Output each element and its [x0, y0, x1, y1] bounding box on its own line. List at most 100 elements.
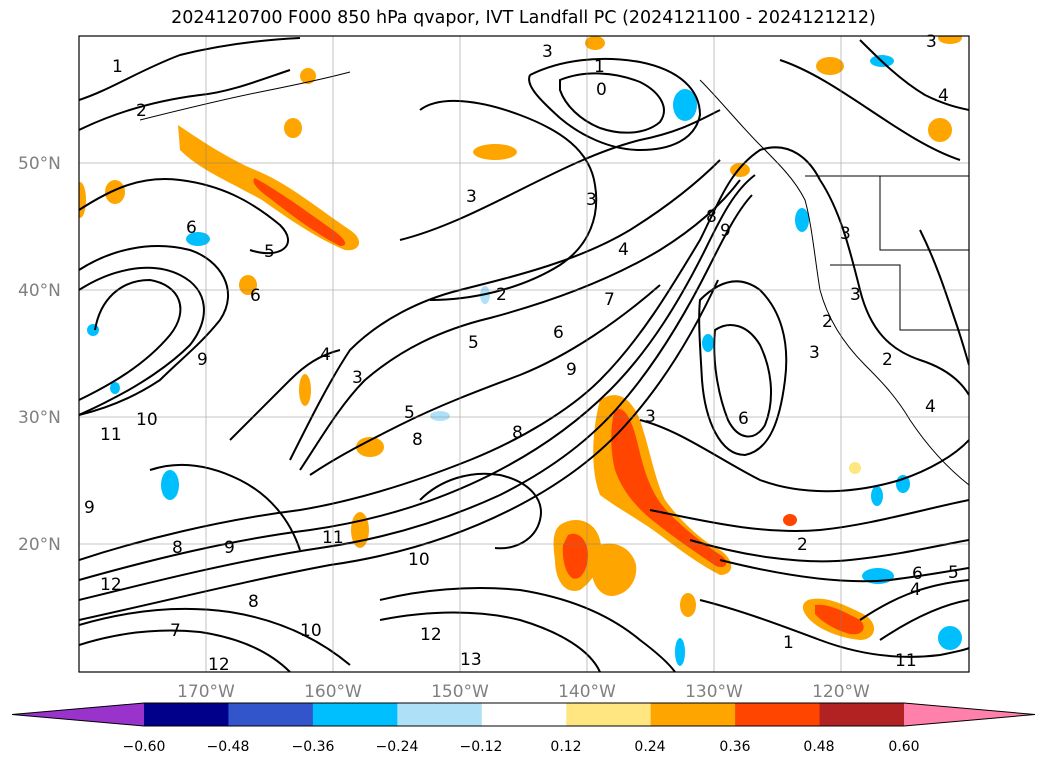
- contour-line: [859, 579, 969, 621]
- contour-label: 3: [542, 42, 553, 62]
- colorbar-tick-label: 0.24: [634, 739, 665, 755]
- contour-label: 8: [248, 592, 259, 612]
- lat-label: 30°N: [18, 408, 61, 428]
- colorbar-segment: [650, 703, 736, 726]
- colorbar-tick-label: −0.36: [292, 739, 335, 755]
- contour-line: [79, 245, 230, 416]
- colorbar-segment: [397, 703, 483, 726]
- shade-small-12: [300, 68, 316, 84]
- contour-label: 3: [926, 32, 937, 52]
- shade-small-10: [79, 182, 86, 218]
- contour-line: [879, 599, 969, 641]
- contour-line: [79, 178, 290, 255]
- contour-line: [528, 57, 702, 152]
- contour-label: 4: [618, 240, 629, 260]
- contour-line: [689, 539, 969, 563]
- contour-label: 3: [850, 285, 861, 305]
- contour-label: 5: [404, 403, 415, 423]
- lon-label: 170°W: [177, 682, 235, 702]
- colorbar-segment: [735, 703, 821, 726]
- contour-label: 0: [596, 80, 607, 100]
- contour-label: 4: [320, 345, 331, 365]
- shade-small-3: [928, 118, 952, 142]
- contour-label: 7: [604, 290, 615, 310]
- contour-label: 4: [938, 86, 949, 106]
- colorbar: [11, 702, 1036, 727]
- shade-small-9: [680, 593, 696, 617]
- shade-blue-14: [110, 382, 120, 394]
- gridlines: [79, 36, 969, 672]
- colorbar-tick-label: −0.12: [460, 739, 503, 755]
- colorbar-extend-min: [12, 703, 144, 726]
- shade-red-blob-se: [815, 604, 864, 635]
- contour-label: 10: [300, 621, 322, 641]
- contour-label: 10: [136, 410, 158, 430]
- contour-label: 5: [468, 333, 479, 353]
- aleutian-line: [139, 71, 351, 121]
- shade-small-2: [816, 57, 844, 75]
- contour-label: 6: [186, 218, 197, 238]
- contour-line: [79, 629, 291, 672]
- contour-line: [719, 559, 969, 583]
- contour-line: [379, 587, 676, 672]
- contour-line: [79, 146, 821, 561]
- contour-label: 11: [100, 425, 122, 445]
- contour-line: [859, 39, 969, 111]
- contour-line: [299, 179, 741, 471]
- shade-blue-6: [186, 232, 210, 246]
- lon-labels: 170°W 160°W 150°W 140°W 130°W 120°W: [177, 682, 870, 702]
- contour-label: 5: [264, 242, 275, 262]
- contour-label: 8: [512, 423, 523, 443]
- shade-small-15: [938, 36, 962, 44]
- contour-line: [819, 179, 969, 396]
- contour-label: 9: [720, 221, 731, 241]
- contour-line: [79, 174, 756, 581]
- contour-line: [699, 599, 969, 658]
- contour-label: 2: [136, 101, 147, 121]
- contour-label: 3: [466, 187, 477, 207]
- contour-label: 5: [948, 563, 959, 583]
- contour-label: 8: [172, 538, 183, 558]
- contour-label: 6: [912, 564, 923, 584]
- contour-label: 6: [553, 323, 564, 343]
- plot-area: [79, 36, 969, 672]
- shade-small-4: [105, 180, 125, 204]
- contour-label: 2: [496, 285, 507, 305]
- shade-small-14: [585, 36, 605, 50]
- contour-label: 11: [895, 651, 917, 671]
- contour-label: 8: [706, 207, 717, 227]
- chart-title: 2024120700 F000 850 hPa qvapor, IVT Land…: [171, 8, 876, 28]
- plot-frame: [78, 35, 970, 673]
- contour-label: 3: [840, 224, 851, 244]
- shade-blue-12: [430, 411, 450, 421]
- contour-line: [79, 266, 205, 416]
- contour-label: 6: [250, 286, 261, 306]
- lat-label: 20°N: [18, 535, 61, 555]
- colorbar-tick-label: 0.48: [803, 739, 834, 755]
- contour-line: [79, 607, 351, 666]
- lon-label: 120°W: [812, 682, 870, 702]
- contour-label: 9: [197, 350, 208, 370]
- contour-label: 1: [594, 57, 605, 77]
- contour-line: [779, 59, 961, 161]
- shade-small-17: [849, 462, 861, 474]
- shade-red-band-north: [253, 178, 346, 246]
- colorbar-tick-label: 0.60: [888, 739, 919, 755]
- contour-label: 1: [783, 633, 794, 653]
- state-border: [879, 176, 969, 251]
- contour-line: [399, 109, 721, 241]
- contour-label: 3: [352, 368, 363, 388]
- contour-line: [149, 463, 301, 551]
- contour-line: [79, 279, 719, 621]
- contour-line: [419, 472, 542, 550]
- shade-blue-3: [938, 626, 962, 650]
- contour-line: [379, 611, 601, 672]
- contour-label: 2: [797, 535, 808, 555]
- contour-line: [649, 499, 969, 532]
- contour-label: 4: [910, 580, 921, 600]
- shade-small-6: [356, 437, 384, 457]
- contour-label: 12: [420, 625, 442, 645]
- lon-label: 150°W: [431, 682, 489, 702]
- shade-small-1: [473, 144, 517, 160]
- colorbar-tick-label: −0.48: [207, 739, 250, 755]
